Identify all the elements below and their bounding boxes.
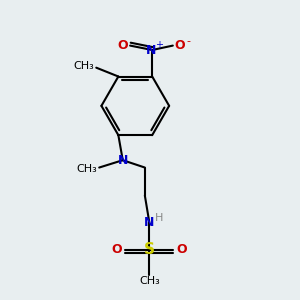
Text: CH₃: CH₃ bbox=[76, 164, 97, 174]
Text: O: O bbox=[175, 38, 185, 52]
Text: N: N bbox=[146, 44, 157, 56]
Text: O: O bbox=[176, 244, 187, 256]
Text: O: O bbox=[112, 244, 122, 256]
Text: CH₃: CH₃ bbox=[139, 276, 160, 286]
Text: S: S bbox=[144, 242, 155, 257]
Text: N: N bbox=[144, 215, 154, 229]
Text: H: H bbox=[155, 214, 163, 224]
Text: -: - bbox=[186, 36, 190, 46]
Text: CH₃: CH₃ bbox=[73, 61, 94, 71]
Text: +: + bbox=[155, 40, 163, 50]
Text: N: N bbox=[118, 154, 128, 167]
Text: O: O bbox=[118, 38, 128, 52]
